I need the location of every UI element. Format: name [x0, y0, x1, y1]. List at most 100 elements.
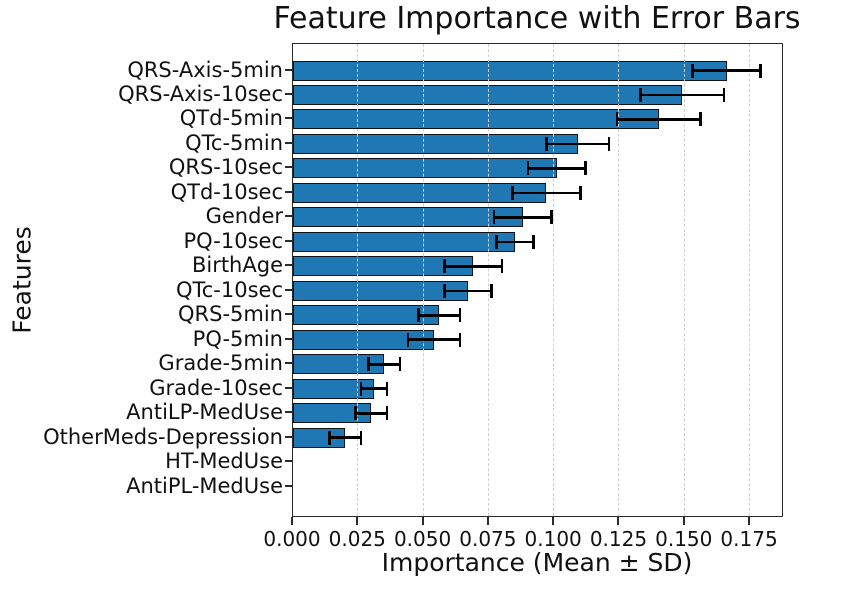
error-bar-cap [578, 185, 582, 200]
y-tick-mark [285, 141, 292, 144]
y-tick-mark [285, 435, 292, 438]
x-tick-label: 0.125 [589, 527, 648, 551]
chart-title: Feature Importance with Error Bars [273, 1, 801, 36]
y-tick-mark [285, 362, 292, 365]
gridline [749, 44, 751, 516]
y-category-label: AntiPL-MedUse [126, 473, 283, 498]
error-bar-cap [722, 87, 726, 102]
error-bar-cap [443, 259, 446, 274]
bar [293, 280, 468, 301]
x-tick-mark [617, 517, 620, 525]
gridline [618, 44, 620, 516]
gridline [683, 44, 685, 516]
x-axis-label: Importance (Mean ± SD) [381, 548, 693, 577]
error-bar-line [355, 411, 387, 415]
y-tick-mark [285, 313, 292, 316]
y-tick-mark [285, 166, 292, 169]
x-tick-label: 0.150 [655, 527, 713, 551]
error-bar-line [546, 142, 609, 146]
error-bar-line [494, 216, 552, 219]
error-bar-cap [511, 185, 514, 200]
y-tick-mark [285, 460, 292, 463]
error-bar-cap [492, 210, 496, 225]
error-bar-cap [526, 161, 530, 176]
y-category-label: PQ-10sec [183, 228, 283, 253]
error-bar-line [496, 240, 534, 244]
y-category-label: PQ-5min [192, 326, 283, 351]
x-tick-mark [552, 517, 555, 525]
y-category-label: Gender [205, 204, 283, 229]
error-bar-line [360, 387, 387, 391]
x-tick-mark [682, 517, 685, 525]
y-category-label: AntiLP-MedUse [126, 400, 283, 425]
error-bar-cap [367, 357, 371, 372]
error-bar-cap [584, 161, 587, 176]
error-bar-cap [398, 357, 402, 372]
error-bar-cap [406, 332, 410, 347]
y-tick-mark [285, 288, 292, 291]
bar [293, 158, 557, 179]
y-tick-mark [285, 386, 292, 389]
y-tick-mark [285, 337, 292, 340]
x-tick-mark [291, 517, 293, 525]
y-category-label: QTd-5min [179, 106, 283, 131]
error-bar-cap [639, 87, 642, 102]
error-bar-cap [385, 406, 389, 421]
y-category-label: OtherMeds-Depression [43, 424, 283, 449]
y-category-label: Grade-10sec [149, 375, 283, 400]
y-category-label: QTc-5min [185, 130, 283, 155]
x-tick-label: 0.000 [263, 527, 321, 551]
x-tick-label: 0.175 [720, 527, 778, 551]
y-tick-mark [285, 411, 292, 414]
error-bar-line [640, 93, 724, 97]
y-category-label: QRS-Axis-10sec [118, 81, 283, 106]
y-category-label: QRS-5min [178, 302, 283, 327]
error-bar-cap [458, 332, 462, 347]
error-bar-cap [550, 210, 553, 225]
error-bar-cap [328, 430, 331, 445]
bar [293, 109, 659, 130]
y-tick-mark [285, 92, 292, 95]
y-category-label: BirthAge [191, 253, 283, 278]
gridline [357, 44, 359, 516]
y-category-label: HT-MedUse [165, 449, 283, 474]
gridline [487, 44, 489, 516]
error-bar-cap [385, 381, 389, 396]
error-bar-cap [490, 283, 493, 298]
x-tick-label: 0.075 [459, 527, 517, 551]
y-tick-mark [285, 239, 292, 242]
error-bar-line [444, 289, 492, 293]
error-bar-cap [458, 308, 462, 323]
error-bar-cap [417, 308, 420, 323]
error-bar-cap [615, 112, 619, 127]
error-bar-line [616, 118, 701, 121]
error-bar-cap [359, 430, 363, 445]
x-tick-label: 0.050 [393, 527, 452, 551]
gridline [553, 44, 555, 516]
error-bar-line [692, 69, 761, 72]
gridline [422, 44, 424, 516]
error-bar-line [368, 362, 401, 366]
error-bar-line [528, 167, 586, 170]
x-tick-mark [421, 517, 424, 525]
error-bar-cap [759, 63, 762, 78]
error-bar-line [444, 265, 502, 268]
error-bar-line [418, 314, 461, 317]
y-tick-mark [285, 484, 292, 487]
error-bar-cap [691, 63, 694, 78]
bar [293, 231, 515, 252]
error-bar-cap [545, 136, 548, 151]
error-bar-cap [443, 283, 446, 298]
x-tick-mark [486, 517, 489, 525]
error-bar-cap [495, 234, 498, 249]
y-category-label: QTc-10sec [175, 277, 283, 302]
y-category-label: QRS-Axis-5min [127, 57, 283, 82]
error-bar-line [329, 436, 361, 439]
plot-area [292, 43, 783, 517]
y-category-label: QTd-10sec [170, 179, 283, 204]
error-bar-line [512, 191, 581, 195]
error-bar-cap [531, 234, 535, 249]
x-tick-mark [748, 517, 751, 525]
y-tick-mark [285, 190, 292, 193]
bar [293, 182, 547, 203]
